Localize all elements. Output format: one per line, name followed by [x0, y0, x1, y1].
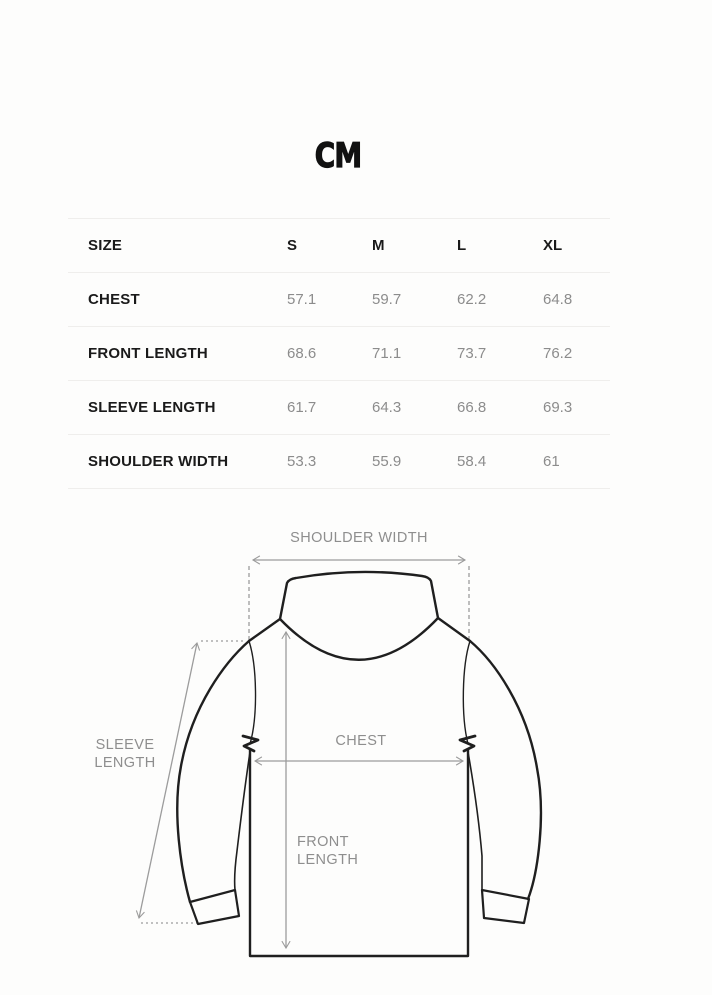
cell-value: 73.7	[457, 345, 487, 362]
cell-value: 71.1	[372, 345, 402, 362]
size-header-s: S	[287, 237, 298, 254]
cell-value: 61.7	[287, 399, 317, 416]
measurement-lines	[135, 555, 470, 950]
cell-value: 55.9	[372, 453, 402, 470]
row-label: FRONT LENGTH	[88, 345, 208, 362]
armhole-seam-left	[248, 640, 257, 745]
size-header-m: M	[372, 237, 385, 254]
size-table-header-row: SIZE S M L XL	[68, 218, 610, 272]
cell-value: 59.7	[372, 291, 402, 308]
size-header-xl: XL	[543, 237, 563, 254]
cuff-left	[188, 888, 241, 926]
size-column-header: SIZE	[88, 237, 123, 254]
cell-value: 61	[543, 453, 560, 470]
row-label: SHOULDER WIDTH	[88, 453, 229, 470]
sleeve-outer-left	[176, 639, 251, 904]
sleeve-length-arrow	[135, 641, 201, 920]
hood	[278, 570, 440, 661]
front-length-label: FRONT LENGTH	[297, 834, 359, 868]
size-header-l: L	[457, 237, 467, 254]
cell-value: 68.6	[287, 345, 317, 362]
armhole-seam-right	[462, 640, 471, 745]
row-label: CHEST	[88, 291, 140, 308]
shoulder-seam-right	[436, 616, 472, 643]
armpit-notch-right	[458, 734, 477, 753]
sleeve-inner-right	[467, 751, 483, 891]
sleeve-length-label: SLEEVE LENGTH	[94, 737, 156, 771]
row-label: SLEEVE LENGTH	[88, 399, 216, 416]
cell-value: 58.4	[457, 453, 487, 470]
sleeve-outer-right	[468, 639, 543, 901]
chest-label: CHEST	[335, 733, 387, 749]
armpit-notch-left	[241, 734, 260, 753]
unit-title: CM	[314, 135, 362, 176]
size-table: SIZE S M L XL CHEST 57.1 59.7 62.2 64.8 …	[68, 218, 610, 489]
cuff-right	[480, 888, 531, 925]
sleeve-inner-left	[233, 751, 251, 891]
cell-value: 66.8	[457, 399, 487, 416]
hoodie-outline	[176, 570, 543, 958]
cell-value: 62.2	[457, 291, 487, 308]
shoulder-width-label: SHOULDER WIDTH	[290, 530, 428, 546]
cell-value: 64.3	[372, 399, 402, 416]
table-row-shoulder-width: SHOULDER WIDTH 53.3 55.9 58.4 61	[68, 434, 610, 489]
cell-value: 57.1	[287, 291, 317, 308]
table-row-chest: CHEST 57.1 59.7 62.2 64.8	[68, 272, 610, 326]
table-row-front-length: FRONT LENGTH 68.6 71.1 73.7 76.2	[68, 326, 610, 380]
table-row-sleeve-length: SLEEVE LENGTH 61.7 64.3 66.8 69.3	[68, 380, 610, 434]
cell-value: 69.3	[543, 399, 573, 416]
cell-value: 64.8	[543, 291, 573, 308]
cell-value: 53.3	[287, 453, 317, 470]
shoulder-seam-left	[247, 617, 282, 643]
cell-value: 76.2	[543, 345, 573, 362]
